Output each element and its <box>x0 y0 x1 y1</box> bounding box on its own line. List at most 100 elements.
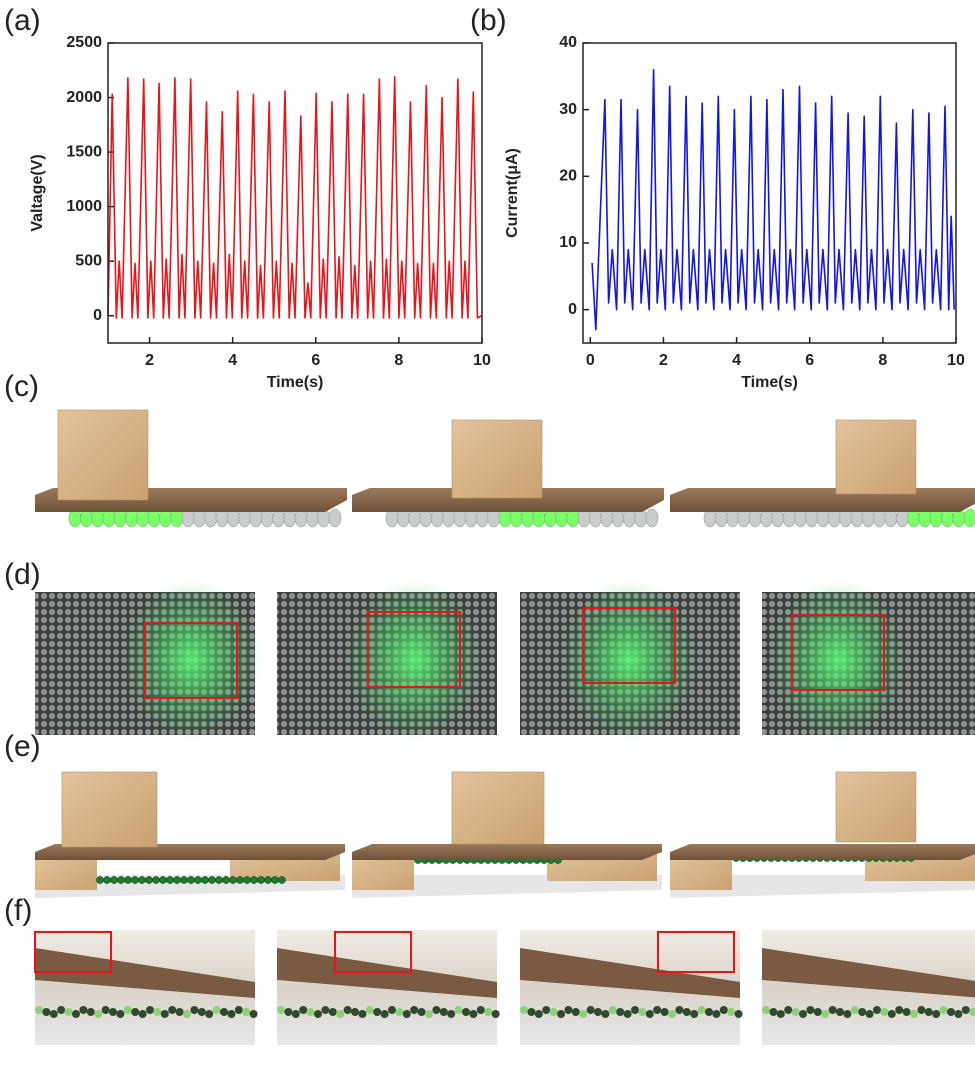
illustration-shape <box>117 876 125 884</box>
illustration-shape <box>138 1010 147 1018</box>
illustration-shape <box>454 1006 463 1014</box>
illustration-shape <box>542 1006 551 1014</box>
x-tick-label: 2 <box>145 352 154 369</box>
y-tick-label: 10 <box>559 234 577 251</box>
illustration-shape <box>784 1006 793 1014</box>
illustration-shape <box>35 948 255 998</box>
illustration-shape <box>146 1006 154 1014</box>
illustration-shape <box>190 1006 199 1014</box>
x-axis-label: Time(s) <box>267 374 324 391</box>
illustration-shape <box>954 1010 963 1018</box>
illustration-shape <box>719 1006 728 1014</box>
illustration-shape <box>762 948 975 998</box>
illustration-shape <box>559 580 699 740</box>
x-tick-label: 2 <box>659 352 668 369</box>
illustration-shape <box>858 1008 867 1016</box>
illustration-shape <box>657 931 735 973</box>
illustration-shape <box>365 1006 374 1014</box>
illustration-shape <box>791 614 885 691</box>
illustration-shape <box>806 1006 815 1014</box>
illustration-shape <box>705 1008 713 1016</box>
illustration-shape <box>110 876 118 884</box>
illustration-shape <box>910 1010 918 1018</box>
illustration-shape <box>299 1006 308 1014</box>
illustration-shape <box>425 1010 433 1018</box>
illustration-shape <box>932 1010 941 1018</box>
illustration-shape <box>835 419 917 495</box>
illustration-shape <box>697 1006 706 1014</box>
illustration-shape <box>608 1006 617 1014</box>
y-tick-label: 40 <box>559 34 577 51</box>
x-tick-label: 4 <box>732 352 741 369</box>
illustration-shape <box>828 1006 837 1014</box>
panel-label: (b) <box>470 4 507 37</box>
x-tick-label: 8 <box>394 352 403 369</box>
illustration-shape <box>57 409 149 501</box>
illustration-shape <box>35 844 345 860</box>
y-tick-label: 2000 <box>66 89 102 106</box>
illustration-shape <box>291 1010 300 1018</box>
y-tick-label: 0 <box>568 301 577 318</box>
illustration-shape <box>880 1008 889 1016</box>
illustration-shape <box>476 1006 485 1014</box>
illustration-shape <box>352 488 664 512</box>
illustration-shape <box>79 1006 88 1014</box>
illustration-shape <box>549 1008 558 1016</box>
illustration-shape <box>451 419 543 499</box>
axes-frame <box>107 42 483 344</box>
illustration-shape <box>462 1008 470 1016</box>
illustration-shape <box>103 876 111 884</box>
y-tick-label: 30 <box>559 101 577 118</box>
illustration-shape <box>850 1006 859 1014</box>
axes-frame <box>582 42 957 344</box>
illustration-shape <box>131 876 139 884</box>
illustration-shape <box>249 1010 258 1018</box>
illustration-shape <box>328 1008 337 1016</box>
illustration-shape <box>234 1006 243 1014</box>
x-tick-label: 6 <box>311 352 320 369</box>
illustration-shape <box>314 1010 322 1018</box>
illustration-shape <box>180 876 188 884</box>
illustration-shape <box>586 1006 595 1014</box>
illustration-shape <box>623 1010 632 1018</box>
x-axis-label: Time(s) <box>741 374 798 391</box>
illustration-shape <box>123 1006 132 1014</box>
illustration-shape <box>175 1008 184 1016</box>
illustration-shape <box>352 844 662 860</box>
x-tick-label: 6 <box>805 352 814 369</box>
illustration-shape <box>616 1008 625 1016</box>
illustration-shape <box>236 876 244 884</box>
illustration-shape <box>94 1010 103 1018</box>
illustration-shape <box>813 1008 822 1016</box>
illustration-shape <box>101 1006 110 1014</box>
illustration-shape <box>380 1010 389 1018</box>
illustration-shape <box>690 1010 699 1018</box>
illustration-shape <box>924 1008 933 1016</box>
illustration-shape <box>277 1006 285 1014</box>
illustration-shape <box>61 771 158 848</box>
illustration-shape <box>250 876 258 884</box>
illustration-shape <box>72 1010 80 1018</box>
illustration-shape <box>222 876 230 884</box>
illustration-shape <box>571 1008 580 1016</box>
illustration-shape <box>645 1010 654 1018</box>
illustrations <box>34 409 975 1045</box>
illustration-shape <box>902 1008 911 1016</box>
illustration-shape <box>343 1006 352 1014</box>
illustration-shape <box>220 1008 228 1016</box>
illustration-shape <box>215 876 223 884</box>
y-tick-label: 20 <box>559 168 577 185</box>
illustration-shape <box>451 771 545 845</box>
illustration-shape <box>145 876 153 884</box>
illustration-shape <box>594 1008 602 1016</box>
illustration-shape <box>527 1008 536 1016</box>
illustration-shape <box>49 1010 58 1018</box>
illustration-shape <box>969 1008 975 1016</box>
y-tick-label: 1000 <box>66 198 102 215</box>
y-axis-label: Current(μA) <box>504 148 521 238</box>
illustration-shape <box>520 1006 528 1014</box>
illustration-shape <box>153 1008 162 1016</box>
x-tick-label: 8 <box>878 352 887 369</box>
illustration-shape <box>373 1008 382 1016</box>
illustration-shape <box>328 508 342 528</box>
